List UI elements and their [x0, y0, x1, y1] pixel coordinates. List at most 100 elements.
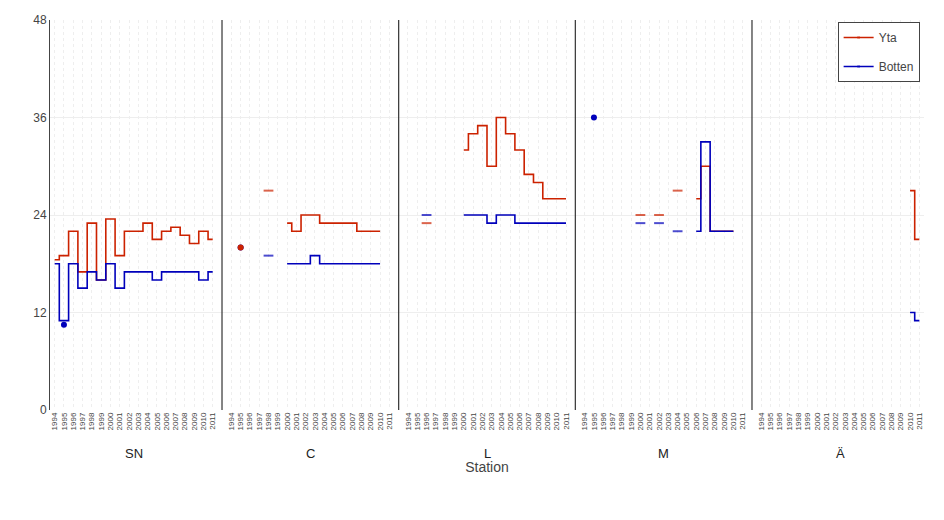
svg-text:2000: 2000 [636, 412, 645, 430]
svg-text:2009: 2009 [720, 412, 729, 430]
svg-text:2005: 2005 [329, 412, 338, 430]
svg-text:2000: 2000 [283, 412, 292, 430]
svg-text:1996: 1996 [422, 412, 431, 430]
svg-text:1995: 1995 [413, 412, 422, 430]
svg-text:48: 48 [33, 13, 47, 27]
svg-text:1996: 1996 [599, 412, 608, 430]
svg-text:2005: 2005 [683, 412, 692, 430]
svg-text:2005: 2005 [153, 412, 162, 430]
svg-text:2007: 2007 [878, 412, 887, 430]
svg-text:2007: 2007 [524, 412, 533, 430]
svg-text:2001: 2001 [115, 412, 124, 430]
svg-text:1994: 1994 [580, 412, 589, 430]
svg-text:0: 0 [40, 403, 47, 417]
svg-text:2006: 2006 [868, 412, 877, 430]
svg-text:2010: 2010 [376, 412, 385, 430]
svg-text:1994: 1994 [757, 412, 766, 430]
svg-text:1997: 1997 [431, 412, 440, 430]
svg-text:2002: 2002 [125, 412, 134, 430]
svg-text:1997: 1997 [608, 412, 617, 430]
svg-text:1995: 1995 [590, 412, 599, 430]
svg-text:36: 36 [33, 111, 47, 125]
svg-text:2008: 2008 [710, 412, 719, 430]
svg-text:SN: SN [125, 446, 143, 461]
svg-text:1998: 1998 [264, 412, 273, 430]
svg-text:2003: 2003 [134, 412, 143, 430]
svg-text:2004: 2004 [497, 412, 506, 430]
svg-text:2001: 2001 [469, 412, 478, 430]
svg-text:2001: 2001 [822, 412, 831, 430]
svg-text:L: L [484, 446, 491, 461]
svg-text:1999: 1999 [97, 412, 106, 430]
svg-text:1994: 1994 [227, 412, 236, 430]
svg-text:2003: 2003 [311, 412, 320, 430]
svg-text:2006: 2006 [692, 412, 701, 430]
svg-text:M: M [658, 446, 669, 461]
svg-text:24: 24 [33, 208, 47, 222]
svg-text:1996: 1996 [246, 412, 255, 430]
svg-text:2002: 2002 [478, 412, 487, 430]
svg-text:Station: Station [465, 459, 509, 475]
svg-text:1999: 1999 [803, 412, 812, 430]
svg-text:Yta: Yta [879, 31, 897, 45]
svg-text:2003: 2003 [664, 412, 673, 430]
svg-text:12: 12 [33, 306, 47, 320]
svg-text:2009: 2009 [896, 412, 905, 430]
svg-text:2000: 2000 [106, 412, 115, 430]
svg-text:2008: 2008 [180, 412, 189, 430]
svg-text:1995: 1995 [766, 412, 775, 430]
svg-text:2010: 2010 [729, 412, 738, 430]
svg-text:2002: 2002 [655, 412, 664, 430]
svg-text:1996: 1996 [775, 412, 784, 430]
svg-text:2006: 2006 [338, 412, 347, 430]
svg-text:2008: 2008 [534, 412, 543, 430]
svg-text:1998: 1998 [794, 412, 803, 430]
svg-text:2007: 2007 [348, 412, 357, 430]
svg-text:2004: 2004 [673, 412, 682, 430]
svg-text:2009: 2009 [366, 412, 375, 430]
svg-text:1997: 1997 [78, 412, 87, 430]
svg-text:2009: 2009 [543, 412, 552, 430]
svg-text:2010: 2010 [552, 412, 561, 430]
svg-text:2004: 2004 [850, 412, 859, 430]
svg-text:1998: 1998 [441, 412, 450, 430]
svg-text:2010: 2010 [199, 412, 208, 430]
svg-text:2006: 2006 [162, 412, 171, 430]
svg-text:2004: 2004 [143, 412, 152, 430]
svg-text:2002: 2002 [301, 412, 310, 430]
svg-text:1994: 1994 [404, 412, 413, 430]
svg-text:1994: 1994 [50, 412, 59, 430]
svg-text:2009: 2009 [190, 412, 199, 430]
svg-text:2003: 2003 [841, 412, 850, 430]
svg-text:2005: 2005 [859, 412, 868, 430]
svg-text:2005: 2005 [506, 412, 515, 430]
svg-text:Botten: Botten [879, 60, 914, 74]
svg-text:2011: 2011 [915, 412, 924, 430]
svg-text:1999: 1999 [627, 412, 636, 430]
svg-text:1995: 1995 [236, 412, 245, 430]
svg-text:1998: 1998 [617, 412, 626, 430]
svg-text:2011: 2011 [385, 412, 394, 430]
svg-text:2004: 2004 [320, 412, 329, 430]
svg-text:2000: 2000 [459, 412, 468, 430]
svg-text:2000: 2000 [813, 412, 822, 430]
svg-text:2008: 2008 [357, 412, 366, 430]
svg-text:2011: 2011 [738, 412, 747, 430]
svg-text:1998: 1998 [87, 412, 96, 430]
svg-text:2007: 2007 [701, 412, 710, 430]
svg-text:1999: 1999 [450, 412, 459, 430]
svg-text:2011: 2011 [208, 412, 217, 430]
svg-text:2001: 2001 [645, 412, 654, 430]
svg-text:2003: 2003 [487, 412, 496, 430]
svg-text:C: C [306, 446, 315, 461]
svg-text:2011: 2011 [562, 412, 571, 430]
svg-text:2007: 2007 [171, 412, 180, 430]
svg-text:1999: 1999 [273, 412, 282, 430]
svg-text:2002: 2002 [831, 412, 840, 430]
svg-text:1996: 1996 [69, 412, 78, 430]
svg-text:Ä: Ä [836, 446, 845, 461]
svg-text:1997: 1997 [785, 412, 794, 430]
svg-text:1995: 1995 [60, 412, 69, 430]
svg-text:2006: 2006 [515, 412, 524, 430]
svg-text:2008: 2008 [887, 412, 896, 430]
